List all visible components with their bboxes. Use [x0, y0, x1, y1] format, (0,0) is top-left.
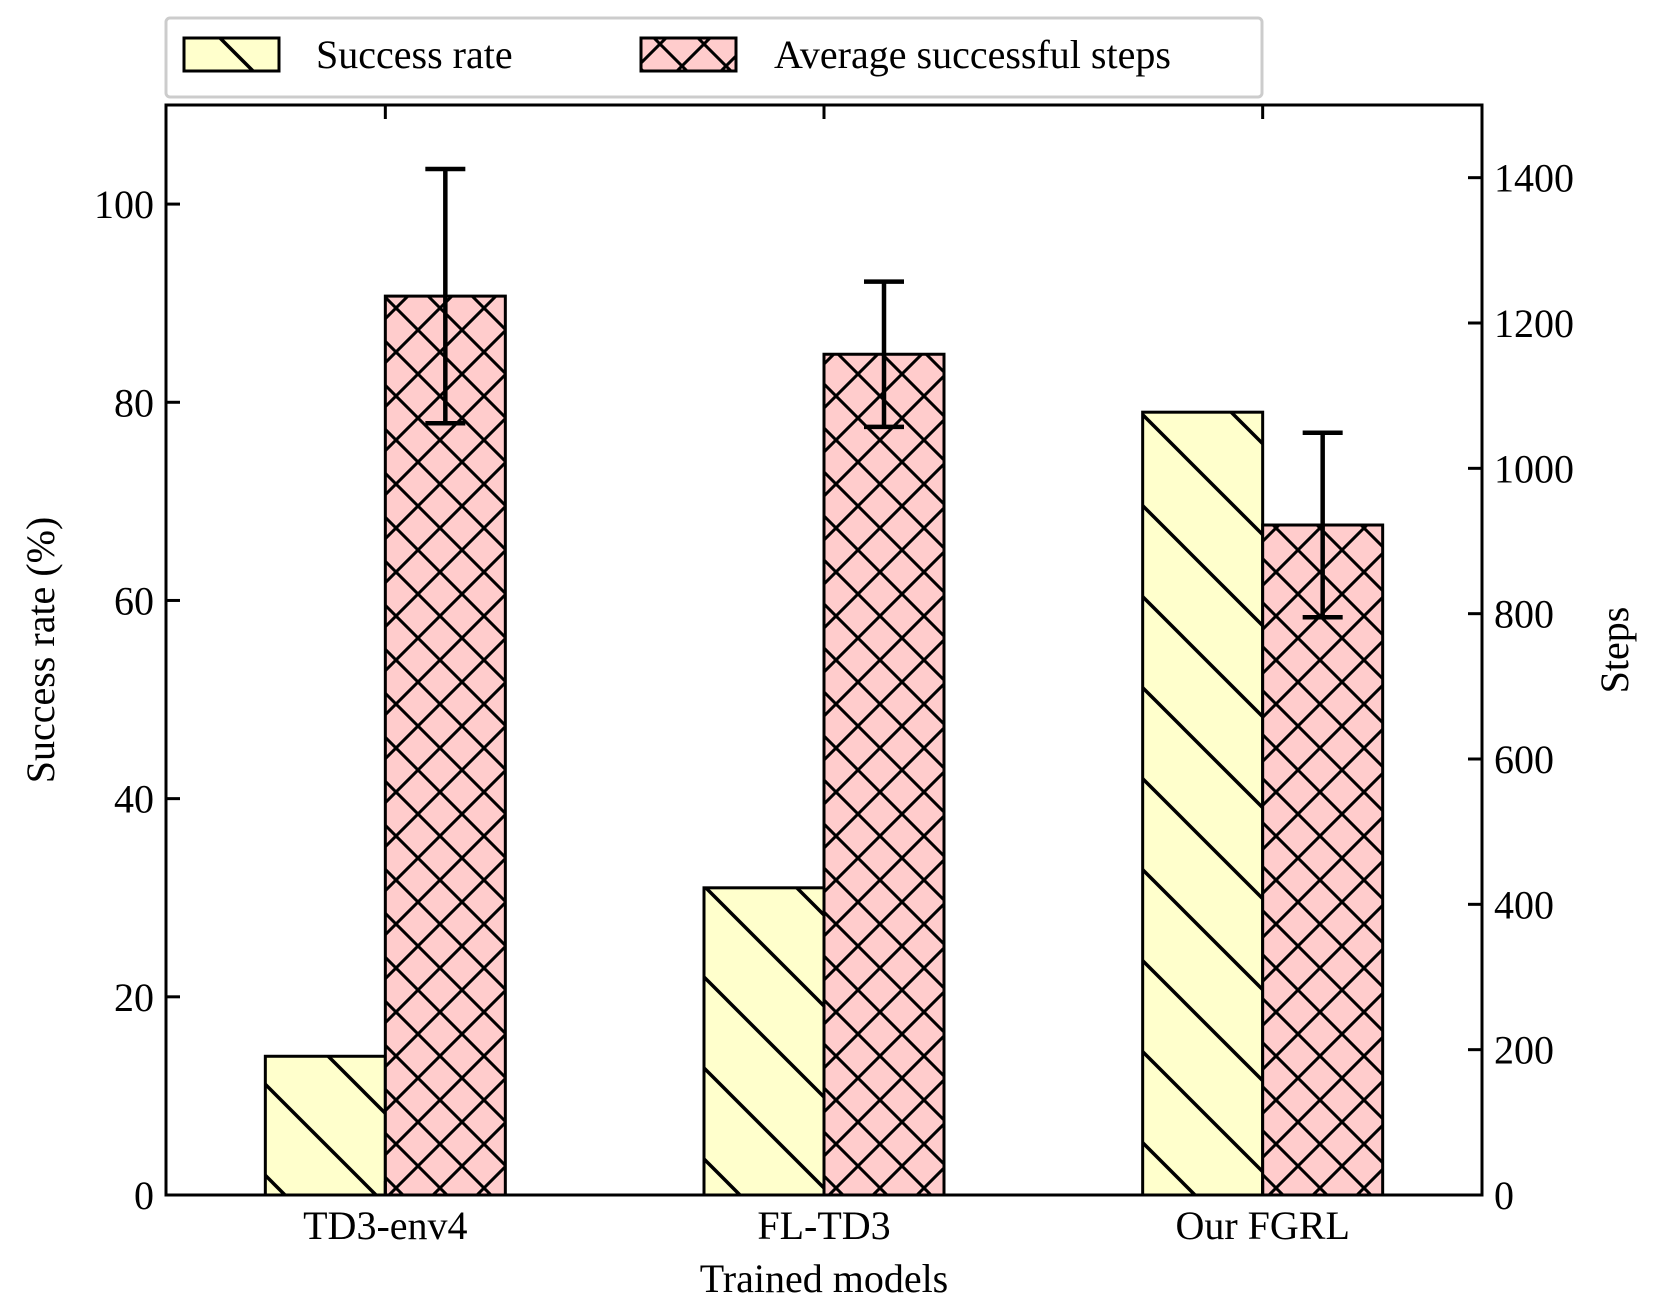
legend-label-average-steps: Average successful steps	[774, 32, 1171, 77]
y2-axis-label: Steps	[1592, 607, 1637, 694]
bar-average-steps-td3-env4-hatch	[383, 294, 507, 1197]
x-tick-label-fl-td3: FL-TD3	[757, 1203, 890, 1248]
error-bars-layer	[425, 166, 1343, 620]
legend: Success rate Average successful steps	[164, 16, 1264, 99]
bars-layer	[263, 294, 1385, 1197]
y2-tick-label-400: 400	[1494, 882, 1554, 927]
x-tick-label-our-fgrl: Our FGRL	[1175, 1203, 1349, 1248]
bar-average-steps-our-fgrl-hatch	[1261, 523, 1385, 1197]
legend-swatch-average-steps-hatch	[639, 36, 738, 73]
legend-swatch-success-rate-hatch	[182, 36, 281, 73]
error-bar-fl-td3	[864, 279, 904, 430]
y-tick-label-100: 100	[94, 182, 154, 227]
right-axis: 0 200 400 600 800 1000 1200 1400	[1468, 156, 1574, 1218]
error-bar-our-fgrl	[1302, 430, 1343, 620]
left-axis: 0 20 40 60 80 100	[94, 182, 180, 1218]
y-tick-label-80: 80	[114, 380, 154, 425]
x-axis: TD3-env4 FL-TD3 Our FGRL	[303, 105, 1350, 1248]
y2-tick-label-1000: 1000	[1494, 446, 1574, 491]
bar-success-rate-fl-td3-hatch	[702, 886, 826, 1197]
x-axis-label: Trained models	[700, 1256, 949, 1301]
y2-tick-label-200: 200	[1494, 1028, 1554, 1073]
y-axis-label: Success rate (%)	[18, 517, 63, 784]
x-tick-label-td3-env4: TD3-env4	[303, 1203, 467, 1248]
y-tick-label-20: 20	[114, 975, 154, 1020]
y-tick-label-40: 40	[114, 777, 154, 822]
bar-average-steps-fl-td3-hatch	[822, 352, 946, 1197]
y2-tick-label-800: 800	[1494, 592, 1554, 637]
bar-success-rate-our-fgrl-hatch	[1141, 410, 1265, 1197]
y2-tick-label-600: 600	[1494, 737, 1554, 782]
legend-label-success-rate: Success rate	[316, 32, 513, 77]
y-tick-label-60: 60	[114, 578, 154, 623]
y-tick-label-0: 0	[134, 1173, 154, 1218]
y2-tick-label-1400: 1400	[1494, 156, 1574, 201]
y2-tick-label-1200: 1200	[1494, 301, 1574, 346]
bar-success-rate-td3-env4-hatch	[263, 1054, 387, 1197]
y2-tick-label-0: 0	[1494, 1173, 1514, 1218]
error-bar-td3-env4	[425, 166, 466, 426]
